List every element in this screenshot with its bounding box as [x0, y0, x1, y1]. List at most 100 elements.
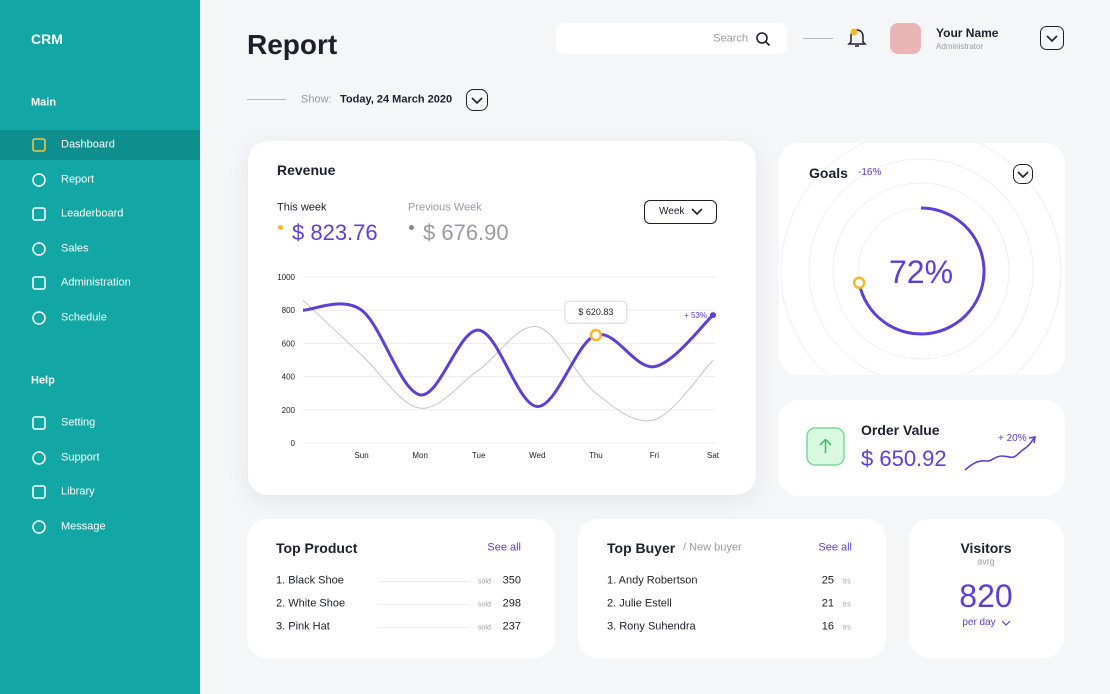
- card-subtitle: / New buyer: [683, 541, 742, 554]
- y-tick-label: 400: [282, 373, 296, 382]
- this-week-value: $ 823.76: [292, 220, 378, 245]
- ring: [808, 158, 1034, 375]
- visitors-card: [909, 519, 1064, 658]
- unit-label: trs: [843, 624, 851, 632]
- row-line: [380, 627, 470, 628]
- see-all-link[interactable]: See all: [487, 541, 521, 554]
- menu-icon: [32, 242, 46, 256]
- revenue-chart: 0 200 400 600 800 1000 Sun Mon Tue Wed Thu Fri Sat + …: [277, 273, 720, 460]
- goal-gauge: [780, 143, 1062, 375]
- menu-item[interactable]: Schedule: [61, 311, 107, 324]
- series-line: [302, 299, 714, 422]
- x-tick-label: Sat: [707, 451, 720, 460]
- menu-item[interactable]: Library: [61, 485, 95, 498]
- icon-shape: [32, 172, 46, 187]
- x-tick-label: Wed: [529, 451, 545, 460]
- y-tick-label: 1000: [277, 273, 295, 282]
- menu-icon: [32, 485, 46, 499]
- section-title: Help: [31, 374, 55, 387]
- show-label: Show:: [301, 93, 332, 106]
- avatar[interactable]: [890, 23, 921, 54]
- row-line: [380, 604, 470, 605]
- icon-shape: [32, 207, 46, 221]
- page-title: Report: [247, 29, 338, 60]
- divider: [803, 38, 833, 39]
- icon-shape: [32, 416, 46, 430]
- card-title: Revenue: [277, 162, 336, 178]
- menu-item[interactable]: Sales: [61, 242, 89, 255]
- buyer-name: 1. Andy Robertson: [607, 574, 698, 587]
- buyer-name: 2. Julie Estell: [607, 597, 672, 610]
- goal-dropdown[interactable]: [1013, 164, 1033, 184]
- icon-shape: [32, 520, 46, 534]
- sold-label: sold: [478, 624, 491, 632]
- menu-icon: [32, 138, 46, 152]
- transaction-count: 16: [821, 620, 834, 633]
- x-tick-label: Mon: [412, 451, 428, 460]
- card-subtitle: avrg: [977, 556, 995, 567]
- icon-shape: [32, 138, 46, 152]
- goal-progress: 72%: [888, 254, 954, 290]
- progress-arc: [857, 206, 986, 336]
- card-title: Order Value: [861, 422, 940, 438]
- menu-item[interactable]: Setting: [61, 416, 96, 429]
- menu-item[interactable]: Administration: [61, 276, 131, 289]
- icon-shape: [32, 242, 46, 256]
- section-title: Main: [31, 96, 57, 109]
- unit-label: trs: [843, 578, 851, 586]
- legend-dot: [409, 225, 414, 230]
- menu-icon: [32, 172, 46, 187]
- user-role: Administrator: [936, 42, 984, 51]
- bell-icon[interactable]: [847, 27, 867, 49]
- ring: [780, 143, 1062, 375]
- up-icon: [806, 427, 845, 466]
- period: Week: [659, 206, 685, 217]
- row-line: [380, 581, 470, 582]
- divider: [247, 99, 286, 100]
- this-week-label: This week: [277, 201, 327, 214]
- sidebar: CRM Main Dashboard Report Leaderboard Sales A…: [0, 0, 200, 694]
- search-box[interactable]: [556, 23, 787, 54]
- see-all-link[interactable]: See all: [818, 541, 852, 554]
- menu-item[interactable]: Support: [61, 451, 100, 464]
- date-dropdown[interactable]: [466, 89, 488, 111]
- series-line: [302, 302, 715, 408]
- x-tick-label: Fri: [650, 451, 660, 460]
- progress-knob: [852, 276, 866, 290]
- menu-icon: [32, 207, 46, 221]
- menu-icon: [32, 276, 46, 291]
- x-tick-label: Tue: [472, 451, 486, 460]
- menu-item[interactable]: Dashboard: [61, 138, 115, 151]
- sold-count: 350: [502, 574, 521, 587]
- menu-item[interactable]: Report: [61, 173, 95, 186]
- visitors-period[interactable]: per day: [962, 617, 996, 628]
- top-product-card: [247, 519, 555, 658]
- unit-label: trs: [843, 601, 851, 609]
- end-point: [710, 312, 716, 319]
- user-dropdown[interactable]: [1040, 26, 1064, 50]
- sold-label: sold: [478, 578, 491, 586]
- search-icon[interactable]: [755, 31, 771, 47]
- user-name: Your Name: [936, 26, 999, 40]
- order-change: + 20%: [998, 433, 1027, 444]
- transaction-count: 25: [821, 574, 834, 587]
- transaction-count: 21: [821, 597, 834, 610]
- sparkline: [964, 436, 1036, 471]
- card-title: Top Buyer: [607, 540, 676, 556]
- period-dropdown[interactable]: [644, 200, 717, 224]
- icon-shape: [32, 276, 46, 291]
- brand: CRM: [31, 31, 63, 47]
- previous-week-value: $ 676.90: [423, 220, 509, 245]
- menu-item[interactable]: Leaderboard: [61, 207, 124, 220]
- order-value: $ 650.92: [861, 446, 947, 471]
- search-placeholder: Search: [713, 32, 748, 45]
- tooltip-text: $ 620.83: [578, 307, 613, 317]
- y-tick-label: 800: [282, 306, 296, 315]
- menu-item[interactable]: Message: [61, 520, 106, 533]
- icon-shape: [32, 311, 46, 325]
- top-buyer-card: [578, 519, 886, 658]
- goals-card: [779, 143, 1065, 375]
- product-name: 1. Black Shoe: [276, 574, 344, 587]
- x-tick-label: Thu: [589, 451, 603, 460]
